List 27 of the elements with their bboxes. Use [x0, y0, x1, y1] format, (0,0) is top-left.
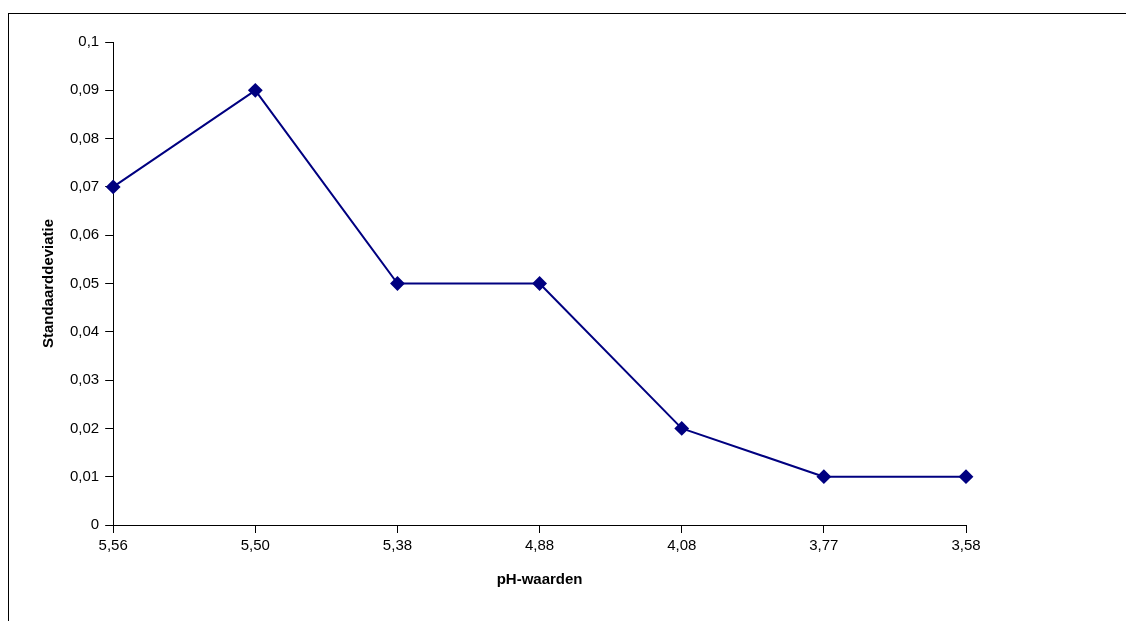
point: [248, 83, 263, 98]
x-tick-label: 3,58: [951, 536, 981, 554]
y-tick-label: 0,03: [69, 370, 100, 388]
x-tick-label: 4,88: [525, 536, 555, 554]
y-tick-label: 0,05: [69, 273, 100, 291]
x-tick-label: 5,50: [240, 536, 270, 554]
y-tick-label: 0,09: [69, 80, 100, 98]
x-tick-label: 3,77: [809, 536, 839, 554]
y-axis-title: Standaarddeviatie: [39, 218, 57, 349]
point: [674, 421, 689, 436]
x-tick-label: 4,08: [667, 536, 697, 554]
y-tick-label: 0,02: [69, 418, 100, 436]
point: [390, 276, 405, 291]
y-tick-label: 0,06: [69, 225, 100, 243]
point: [106, 179, 121, 194]
y-tick-label: 0,04: [69, 321, 100, 339]
x-axis-title: pH-waarden: [496, 570, 583, 588]
point: [959, 469, 973, 484]
y-tick-label: 0,1: [78, 32, 100, 50]
point: [532, 276, 547, 291]
point: [816, 469, 831, 484]
x-tick-label: 5,38: [382, 536, 413, 554]
x-tick-label: 5,56: [98, 536, 128, 554]
y-tick-label: 0,08: [69, 128, 100, 146]
y-tick-label: 0,01: [69, 466, 100, 484]
y-tick-label: 0: [90, 515, 100, 533]
y-tick-label: 0,07: [69, 177, 100, 195]
